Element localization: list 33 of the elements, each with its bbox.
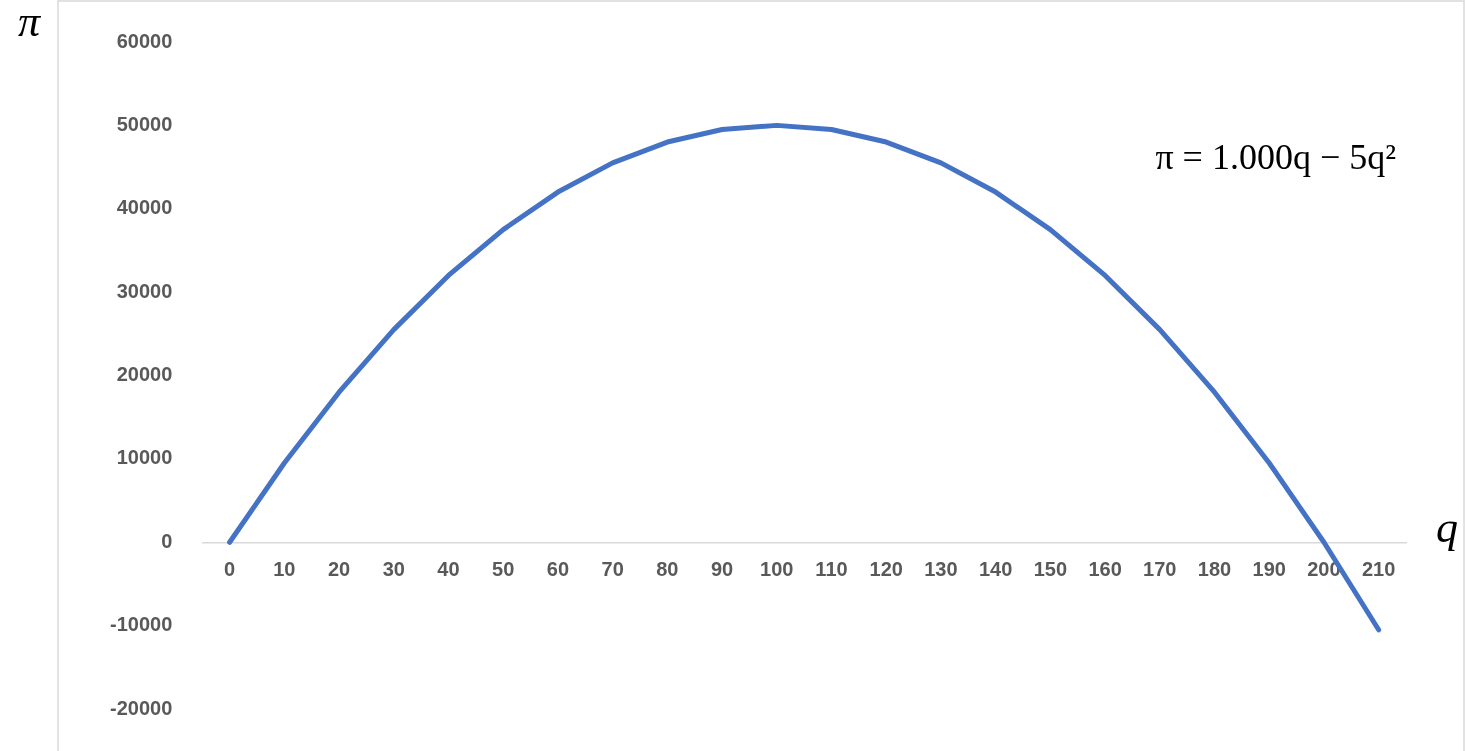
x-tick-label: 210 [1361, 557, 1396, 580]
x-tick-label: 20 [327, 557, 351, 580]
y-tick-label: 60000 [116, 29, 173, 52]
x-tick-label: 50 [492, 557, 515, 580]
y-tick-label: 50000 [116, 112, 173, 135]
x-tick-label: 160 [1088, 557, 1122, 580]
annotation: π = 1.000q − 5q² [1155, 137, 1396, 178]
y-tick-label: 10000 [116, 446, 173, 469]
x-axis-title: q [1436, 502, 1458, 552]
x-tick-label: 150 [1033, 557, 1068, 580]
x-tick-label: 80 [656, 557, 679, 580]
x-tick-label: 0 [224, 557, 236, 580]
y-tick-label: 20000 [116, 363, 173, 386]
x-tick-label: 60 [546, 557, 570, 580]
x-tick-label: 100 [760, 557, 794, 580]
y-tick-label: 0 [161, 529, 173, 552]
x-tick-label: 70 [601, 557, 624, 580]
y-tick-label: -20000 [109, 696, 173, 719]
x-tick-label: 140 [978, 557, 1013, 580]
x-tick-label: 120 [869, 557, 903, 580]
x-tick-label: 90 [710, 557, 734, 580]
y-axis-title: π [18, 0, 42, 46]
x-tick-label: 110 [815, 557, 848, 580]
x-tick-label: 40 [437, 557, 460, 580]
x-tick-label: 190 [1252, 557, 1286, 580]
x-tick-label: 180 [1197, 557, 1232, 580]
x-tick-label: 170 [1143, 557, 1177, 580]
x-tick-label: 130 [924, 557, 958, 580]
y-tick-label: 40000 [116, 196, 173, 219]
y-tick-label: -10000 [109, 613, 173, 636]
x-tick-label: 10 [273, 557, 296, 580]
y-tick-label: 30000 [116, 279, 173, 302]
x-tick-label: 30 [382, 557, 405, 580]
